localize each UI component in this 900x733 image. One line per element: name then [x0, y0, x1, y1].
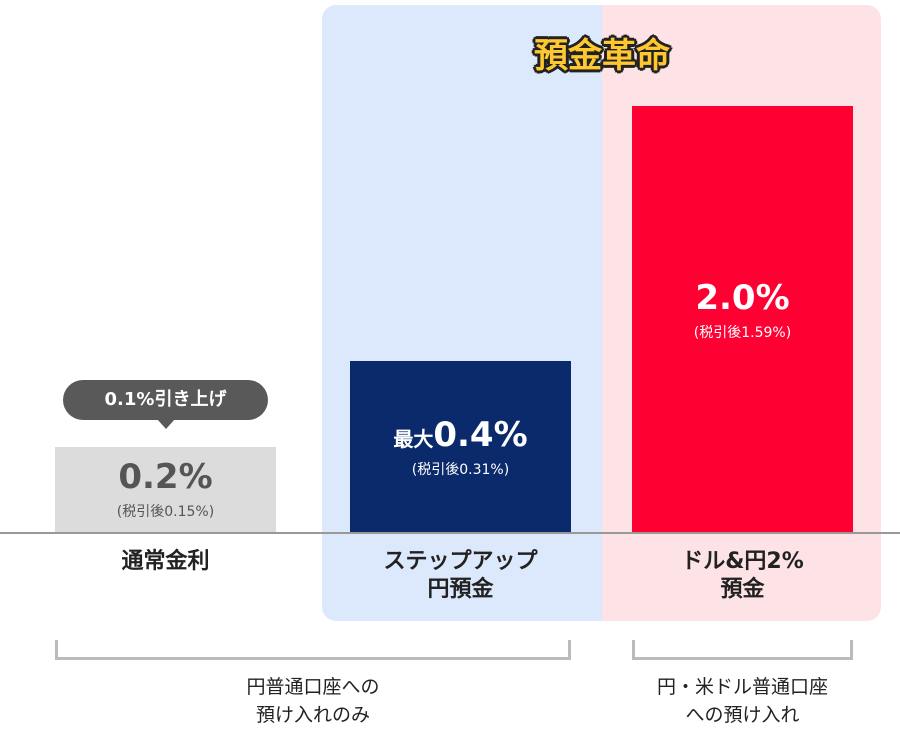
bar-value-label: 0.2% — [118, 457, 213, 498]
category-label: ドル&円2% 預金 — [681, 549, 804, 602]
group-label: 円・米ドル普通口座 への預け入れ — [656, 676, 828, 726]
category-label: 通常金利 — [121, 549, 210, 574]
bar-after-tax-label: (税引後0.31%) — [411, 461, 510, 478]
bar-regular: 0.2% (税引後0.15%) — [55, 446, 276, 532]
category-label: ステップアップ 円預金 — [383, 549, 538, 602]
chart-title: 預金革命 — [534, 36, 670, 76]
bar-after-tax-label: (税引後0.15%) — [116, 504, 215, 521]
bar-dollar-yen: 2.0% (税引後1.59%) — [632, 105, 853, 532]
group-label: 円普通口座への 預け入れのみ — [246, 676, 380, 726]
baseline — [0, 532, 900, 534]
bar-after-tax-label: (税引後1.59%) — [693, 324, 792, 341]
bar-step-up: 最大0.4% (税引後0.31%) — [350, 361, 571, 532]
group-bracket — [55, 640, 571, 660]
bar-value-label: 2.0% — [695, 277, 790, 318]
bar-value-label: 最大0.4% — [393, 414, 528, 455]
group-bracket — [632, 640, 853, 660]
annotation-bubble: 0.1%引き上げ — [63, 380, 268, 429]
